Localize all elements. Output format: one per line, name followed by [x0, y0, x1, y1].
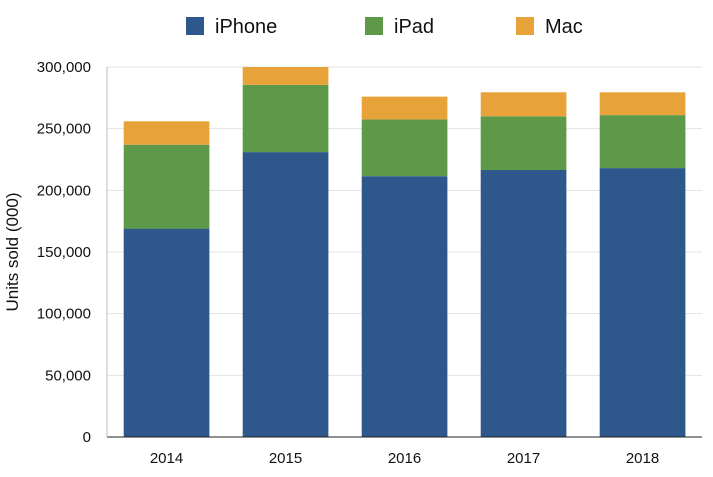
bar-mac-2015	[242, 67, 329, 85]
bar-ipad-2018	[599, 115, 686, 169]
bar-iphone-2018	[599, 168, 686, 437]
bar-iphone-2015	[242, 152, 329, 437]
bar-mac-2018	[599, 92, 686, 116]
bar-mac-2017	[480, 92, 567, 117]
legend-item-mac: Mac	[516, 16, 583, 38]
y-axis-title: Units sold (000)	[3, 192, 22, 311]
y-tick-label: 200,000	[37, 182, 91, 199]
x-tick-label: 2015	[269, 450, 302, 467]
y-tick-label: 100,000	[37, 306, 91, 323]
y-tick-label: 0	[83, 429, 91, 446]
x-tick-label: 2017	[507, 450, 540, 467]
bar-iphone-2014	[123, 228, 210, 437]
y-tick-label: 300,000	[37, 59, 91, 76]
legend-item-ipad: iPad	[365, 16, 434, 38]
bar-ipad-2014	[123, 144, 210, 229]
x-tick-label: 2014	[150, 450, 183, 467]
bars	[123, 67, 686, 437]
legend-label: iPad	[394, 16, 434, 38]
bar-ipad-2017	[480, 116, 567, 170]
bar-mac-2016	[361, 96, 448, 120]
legend-swatch	[516, 17, 534, 35]
y-tick-labels: 0 50,000 100,000 150,000 200,000 250,000 300,0…	[37, 59, 91, 446]
bar-iphone-2016	[361, 176, 448, 437]
legend-swatch	[365, 17, 383, 35]
bar-mac-2014	[123, 121, 210, 145]
legend-swatch	[186, 17, 204, 35]
legend: iPhone iPad Mac	[186, 16, 583, 38]
y-tick-label: 250,000	[37, 121, 91, 138]
x-tick-label: 2018	[626, 450, 659, 467]
bar-ipad-2016	[361, 119, 448, 177]
legend-item-iphone: iPhone	[186, 16, 277, 38]
x-tick-labels: 2014 2015 2016 2017 2018	[150, 450, 659, 467]
bar-iphone-2017	[480, 170, 567, 437]
y-tick-label: 150,000	[37, 244, 91, 261]
legend-label: Mac	[545, 16, 583, 38]
y-tick-label: 50,000	[45, 367, 91, 384]
bar-ipad-2015	[242, 84, 329, 153]
legend-label: iPhone	[215, 16, 277, 38]
x-tick-label: 2016	[388, 450, 421, 467]
